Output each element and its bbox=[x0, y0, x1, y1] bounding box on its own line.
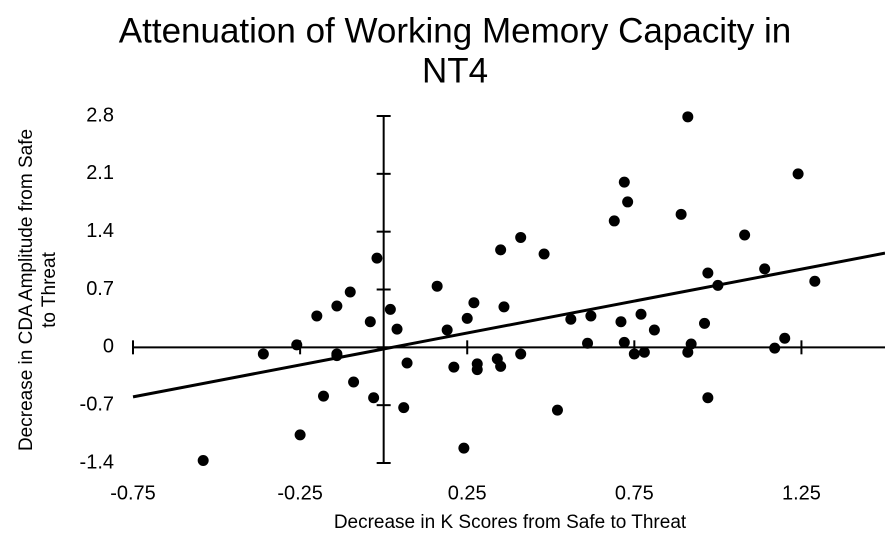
point bbox=[769, 342, 781, 354]
y-tick-label: 0.7 bbox=[86, 278, 114, 300]
point bbox=[622, 196, 634, 208]
point bbox=[682, 346, 694, 358]
point bbox=[368, 392, 380, 404]
point bbox=[318, 390, 330, 402]
point bbox=[344, 286, 356, 298]
point bbox=[618, 176, 630, 188]
point bbox=[291, 339, 303, 351]
point bbox=[779, 332, 791, 344]
y-axis-label: Decrease in CDA Amplitude from Safe bbox=[16, 129, 37, 451]
point bbox=[685, 338, 697, 350]
point bbox=[565, 313, 577, 325]
y-tick-label: 2.1 bbox=[86, 162, 114, 184]
point bbox=[538, 248, 550, 260]
trendline bbox=[132, 251, 885, 399]
point bbox=[615, 316, 627, 328]
point bbox=[294, 429, 306, 441]
point bbox=[471, 364, 483, 376]
point bbox=[364, 316, 376, 328]
point bbox=[384, 303, 396, 315]
point bbox=[197, 455, 209, 467]
chart-title: NT4 bbox=[422, 51, 488, 90]
point bbox=[682, 111, 694, 123]
point bbox=[608, 215, 620, 227]
y-tick-label: 0 bbox=[103, 336, 114, 358]
point bbox=[448, 361, 460, 373]
point bbox=[495, 360, 507, 372]
point bbox=[498, 301, 510, 313]
y-tick-label: -1.4 bbox=[80, 451, 114, 473]
point bbox=[371, 252, 383, 264]
x-tick-label: 0.25 bbox=[448, 482, 487, 504]
point bbox=[311, 310, 323, 322]
x-tick-label: -0.75 bbox=[110, 482, 156, 504]
point bbox=[431, 280, 443, 292]
point bbox=[739, 229, 751, 241]
point bbox=[515, 348, 527, 360]
point bbox=[702, 267, 714, 279]
x-axis-label: Decrease in K Scores from Safe to Threat bbox=[334, 512, 687, 533]
point bbox=[495, 244, 507, 256]
y-tick-label: 2.8 bbox=[86, 104, 114, 126]
point bbox=[582, 337, 594, 349]
y-axis-label: to Threat bbox=[39, 251, 60, 327]
point bbox=[618, 336, 630, 348]
point bbox=[635, 308, 647, 320]
y-tick-label: 1.4 bbox=[86, 220, 114, 242]
point bbox=[551, 404, 563, 416]
x-tick-label: 1.25 bbox=[782, 482, 821, 504]
point bbox=[398, 402, 410, 414]
point bbox=[348, 376, 360, 388]
point bbox=[441, 324, 453, 336]
point bbox=[628, 348, 640, 360]
point bbox=[515, 231, 527, 243]
point bbox=[585, 310, 597, 322]
point bbox=[461, 312, 473, 324]
point bbox=[401, 357, 413, 369]
point bbox=[391, 323, 403, 335]
x-tick-label: -0.25 bbox=[277, 482, 323, 504]
point bbox=[792, 168, 804, 180]
point bbox=[675, 208, 687, 220]
point bbox=[759, 263, 771, 275]
point bbox=[468, 297, 480, 309]
point bbox=[809, 275, 821, 287]
point bbox=[257, 348, 269, 360]
point bbox=[699, 317, 711, 329]
x-tick-label: 0.75 bbox=[615, 482, 654, 504]
point bbox=[331, 300, 343, 312]
chart-title: Attenuation of Working Memory Capacity i… bbox=[119, 11, 791, 50]
point bbox=[702, 392, 714, 404]
y-tick-label: -0.7 bbox=[80, 393, 114, 415]
point bbox=[638, 346, 650, 358]
point bbox=[458, 442, 470, 454]
point bbox=[648, 324, 660, 336]
